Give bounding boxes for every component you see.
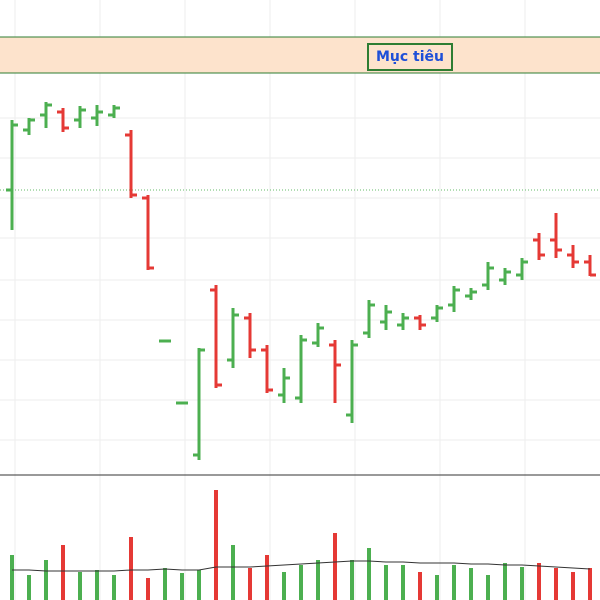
volume-bar <box>10 555 14 600</box>
volume-bar <box>44 560 48 600</box>
volume-bar <box>384 565 388 600</box>
volume-bar <box>316 560 320 600</box>
volume-bar <box>282 572 286 600</box>
volume-bar <box>231 545 235 600</box>
volume-bar <box>27 575 31 600</box>
target-zone <box>0 36 600 74</box>
volume-bar <box>571 572 575 600</box>
volume-bar <box>350 560 354 600</box>
volume-bar <box>486 575 490 600</box>
volume-bar <box>418 572 422 600</box>
volume-bar <box>588 568 592 600</box>
volume-ma-line <box>12 560 591 572</box>
volume-bar <box>214 490 218 600</box>
volume-bar <box>248 568 252 600</box>
volume-bar <box>469 568 473 600</box>
volume-bar <box>435 575 439 600</box>
volume-bar <box>520 567 524 600</box>
target-label-box <box>367 43 453 71</box>
volume-bar <box>503 563 507 600</box>
volume-bar <box>537 563 541 600</box>
volume-bar <box>401 565 405 600</box>
volume-bar <box>129 537 133 600</box>
volume-bar <box>95 570 99 600</box>
volume-bar <box>554 568 558 600</box>
volume-bar <box>112 575 116 600</box>
volume-bar <box>61 545 65 600</box>
volume-bar <box>452 565 456 600</box>
volume-bar <box>197 570 201 600</box>
volume-bar <box>333 533 337 600</box>
target-label: Mục tiêu <box>376 49 444 65</box>
volume-bar <box>78 572 82 600</box>
volume-bar <box>180 573 184 600</box>
volume-bar <box>265 555 269 600</box>
volume-bar <box>163 568 167 600</box>
volume-bar <box>146 578 150 600</box>
volume-bar <box>367 548 371 600</box>
volume-bar <box>299 565 303 600</box>
